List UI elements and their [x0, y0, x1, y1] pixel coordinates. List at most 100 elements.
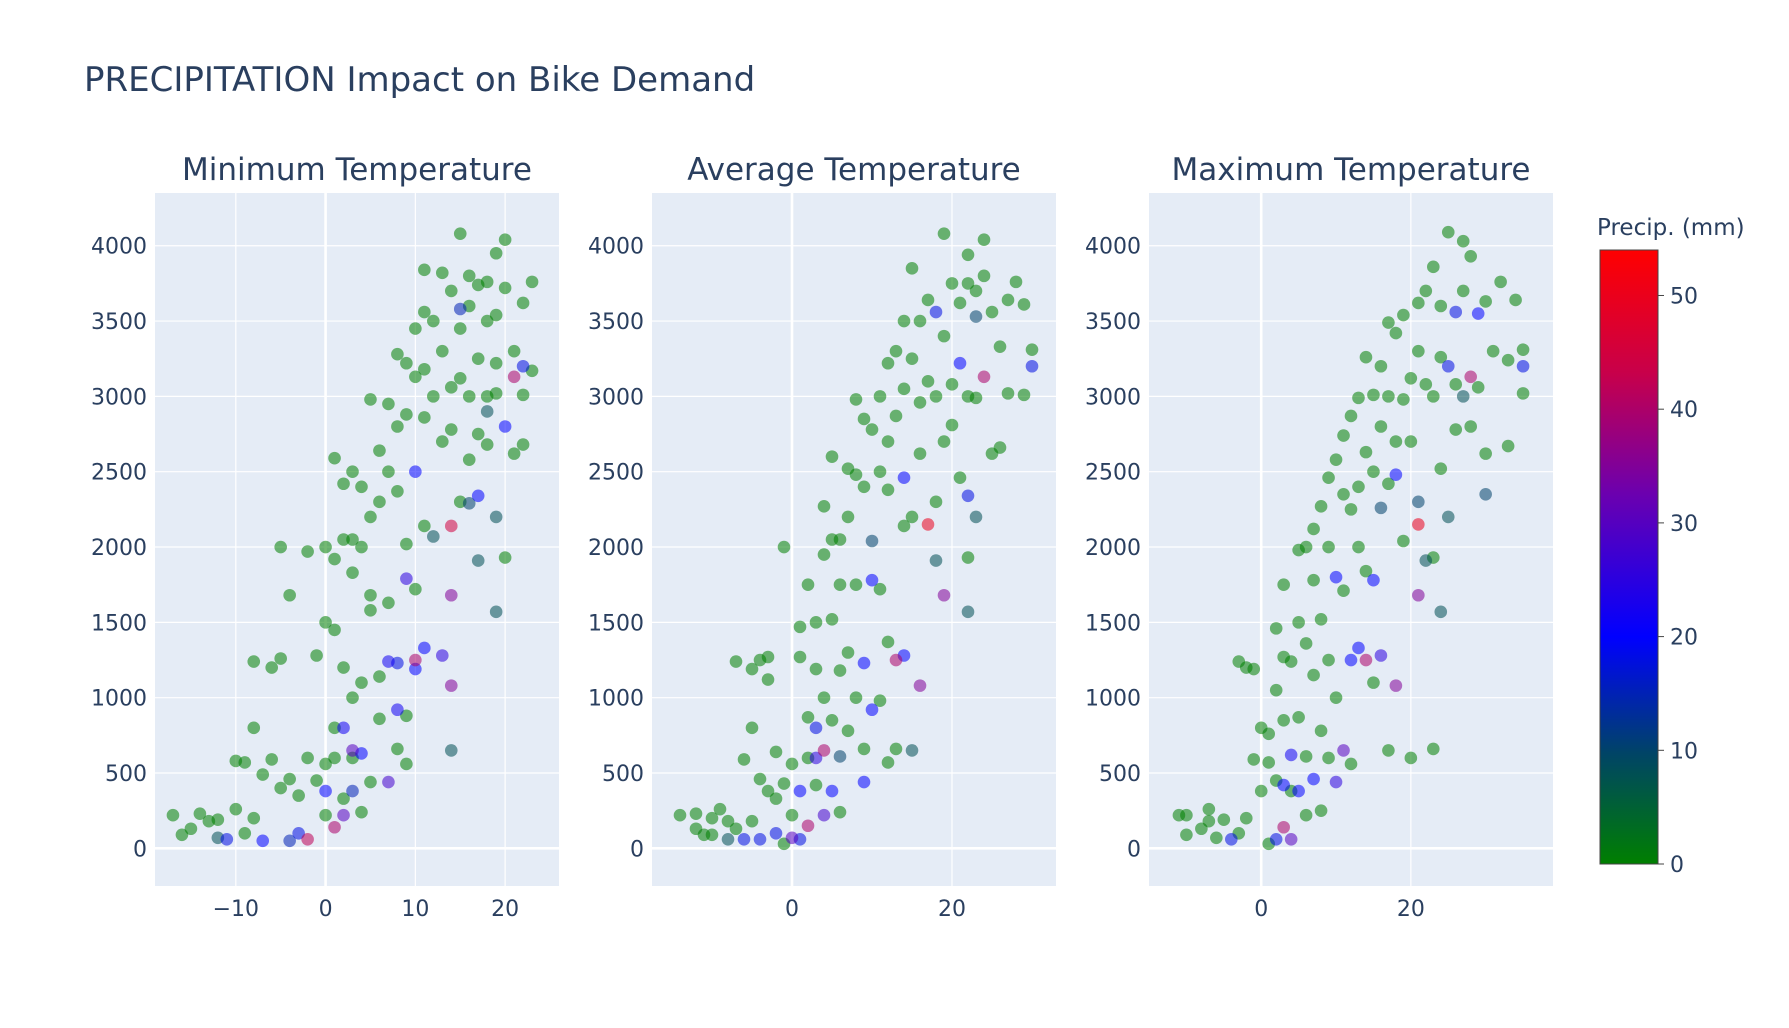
- data-point: [1464, 249, 1478, 263]
- data-point: [229, 802, 243, 816]
- data-point: [849, 578, 863, 591]
- data-point: [897, 519, 911, 533]
- data-point: [953, 471, 967, 485]
- data-point: [1389, 468, 1403, 482]
- data-point: [435, 344, 449, 358]
- data-point: [346, 784, 359, 798]
- data-point: [809, 751, 823, 765]
- data-point: [1486, 344, 1500, 358]
- data-point: [1441, 359, 1455, 373]
- data-point: [993, 441, 1007, 454]
- data-point: [1516, 359, 1530, 373]
- data-point: [937, 588, 951, 602]
- data-point: [817, 691, 831, 704]
- data-point: [444, 423, 458, 436]
- data-point: [382, 775, 395, 789]
- data-point: [507, 344, 521, 358]
- y-tick-label: 500: [105, 762, 147, 787]
- data-point: [801, 578, 815, 591]
- data-point: [265, 753, 279, 766]
- data-point: [391, 742, 404, 756]
- data-point: [1277, 578, 1290, 591]
- data-point: [382, 465, 395, 479]
- data-point: [857, 775, 871, 789]
- data-point: [453, 302, 467, 316]
- data-point: [1382, 316, 1395, 329]
- data-point: [498, 233, 512, 247]
- data-point: [865, 534, 879, 548]
- data-point: [283, 588, 296, 602]
- data-point: [945, 378, 959, 391]
- data-point: [409, 370, 422, 384]
- data-point: [913, 679, 927, 692]
- data-point: [689, 807, 703, 820]
- data-point: [364, 604, 377, 617]
- data-point: [873, 390, 887, 403]
- data-point: [1479, 295, 1492, 308]
- data-point: [256, 834, 270, 848]
- data-point: [881, 756, 895, 769]
- subplot-title: Minimum Temperature: [182, 152, 532, 188]
- data-point: [1374, 420, 1388, 433]
- data-point: [292, 789, 305, 802]
- data-point: [409, 322, 422, 335]
- data-point: [841, 646, 855, 659]
- data-point: [809, 662, 823, 676]
- data-point: [1009, 275, 1023, 289]
- data-point: [1426, 260, 1440, 274]
- colorbar-tick-label: 50: [1670, 284, 1698, 309]
- data-point: [444, 284, 458, 298]
- data-point: [1322, 751, 1335, 765]
- data-point: [817, 808, 831, 822]
- data-point: [1329, 453, 1343, 466]
- data-point: [184, 822, 198, 836]
- data-point: [881, 435, 895, 448]
- data-point: [921, 518, 935, 531]
- data-point: [238, 756, 252, 769]
- data-point: [1426, 742, 1440, 756]
- data-point: [857, 742, 871, 756]
- y-tick-label: 3000: [91, 385, 147, 410]
- data-point: [1247, 662, 1261, 676]
- y-tick-label: 2500: [588, 461, 644, 486]
- data-point: [1359, 445, 1373, 459]
- data-point: [961, 277, 975, 290]
- data-point: [319, 616, 332, 629]
- data-point: [1025, 359, 1039, 373]
- data-point: [745, 662, 759, 676]
- colorbar-tick-label: 0: [1670, 853, 1684, 878]
- data-point: [1322, 653, 1335, 667]
- y-tick-label: 500: [602, 762, 644, 787]
- data-point: [1367, 573, 1380, 587]
- data-point: [1434, 605, 1448, 619]
- data-point: [1494, 275, 1507, 289]
- x-tick-label: 0: [1254, 897, 1268, 922]
- data-point: [1299, 637, 1313, 650]
- subplot-1: 0 500 1000 1500 2000 2500 3000 3500 4000 −10 0 10 20…: [91, 152, 559, 922]
- data-point: [301, 832, 314, 846]
- data-point: [319, 540, 332, 554]
- data-point: [865, 703, 879, 717]
- y-tick-label: 2500: [1085, 461, 1141, 486]
- data-point: [1307, 772, 1320, 786]
- data-point: [444, 519, 458, 533]
- data-point: [418, 263, 431, 277]
- data-point: [1359, 653, 1373, 667]
- data-point: [729, 655, 743, 668]
- data-point: [897, 471, 911, 485]
- data-point: [1277, 778, 1290, 792]
- y-tick-label: 3500: [91, 310, 147, 335]
- data-point: [400, 757, 413, 771]
- y-tick-label: 1000: [1085, 687, 1141, 712]
- colorbar-gradient: [1599, 249, 1659, 865]
- data-point: [1412, 296, 1425, 310]
- data-point: [1404, 435, 1418, 448]
- subplot-title: Maximum Temperature: [1172, 152, 1531, 188]
- data-point: [921, 375, 935, 388]
- data-point: [769, 826, 783, 840]
- data-point: [1389, 326, 1403, 340]
- data-point: [1374, 649, 1388, 662]
- data-point: [1269, 683, 1283, 697]
- data-point: [480, 438, 494, 451]
- data-point: [1374, 501, 1388, 515]
